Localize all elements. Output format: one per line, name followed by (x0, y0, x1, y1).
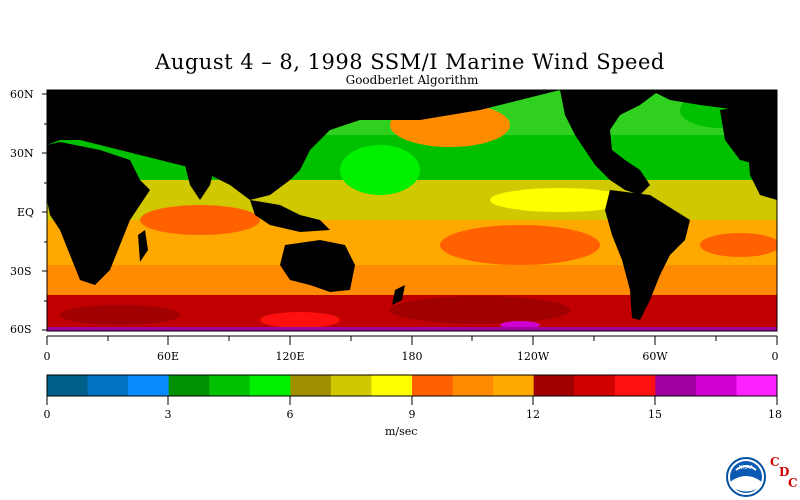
lon-label-180: 180 (401, 350, 423, 363)
cdc-letter-1: C (770, 455, 780, 469)
colorbar-tick-9: 9 (408, 408, 416, 421)
colorbar-segment (574, 375, 616, 396)
svg-text:NOAA: NOAA (739, 465, 754, 471)
colorbar-tick-0: 0 (43, 408, 51, 421)
lon-label-60w: 60W (642, 350, 668, 363)
map-subtitle: Goodberlet Algorithm (345, 73, 479, 87)
colorbar-units: m/sec (385, 425, 418, 438)
colorbar-ticks (46, 396, 778, 405)
noaa-logo: NOAA (726, 457, 766, 497)
lat-label-60n: 60N (10, 88, 34, 101)
colorbar-segment (412, 375, 454, 396)
lat-label-60s: 60S (10, 323, 32, 336)
lon-label-0-east: 0 (771, 350, 779, 363)
map-field (47, 90, 777, 331)
lat-label-eq: EQ (17, 206, 35, 219)
colorbar-segment (290, 375, 332, 396)
lon-label-120w: 120W (516, 350, 550, 363)
lon-label-0: 0 (43, 350, 51, 363)
colorbar-segment (47, 375, 89, 396)
lat-label-30s: 30S (10, 265, 32, 278)
colorbar-segment (209, 375, 251, 396)
colorbar-segment (371, 375, 413, 396)
colorbar-tick-6: 6 (286, 408, 294, 421)
colorbar-segment (736, 375, 778, 396)
lon-label-60e: 60E (156, 350, 180, 363)
colorbar-segment (695, 375, 737, 396)
colorbar-segment (452, 375, 494, 396)
lat-ticks (42, 93, 47, 331)
colorbar (47, 375, 778, 396)
colorbar-segment (655, 375, 697, 396)
colorbar-segment (249, 375, 291, 396)
lat-label-30n: 30N (10, 147, 34, 160)
colorbar-tick-12: 12 (526, 408, 540, 421)
colorbar-segment (128, 375, 170, 396)
colorbar-segment (614, 375, 656, 396)
colorbar-segment (533, 375, 575, 396)
colorbar-segment (330, 375, 372, 396)
cdc-letter-3: C (788, 476, 798, 490)
colorbar-segment (493, 375, 535, 396)
colorbar-tick-15: 15 (648, 408, 662, 421)
lon-label-120e: 120E (275, 350, 305, 363)
colorbar-tick-3: 3 (164, 408, 172, 421)
map-title: August 4 – 8, 1998 SSM/I Marine Wind Spe… (155, 50, 665, 74)
colorbar-segment (168, 375, 210, 396)
cdc-letter-2: D (779, 465, 790, 479)
colorbar-segment (87, 375, 129, 396)
colorbar-tick-18: 18 (768, 408, 782, 421)
lon-axis (46, 335, 778, 345)
